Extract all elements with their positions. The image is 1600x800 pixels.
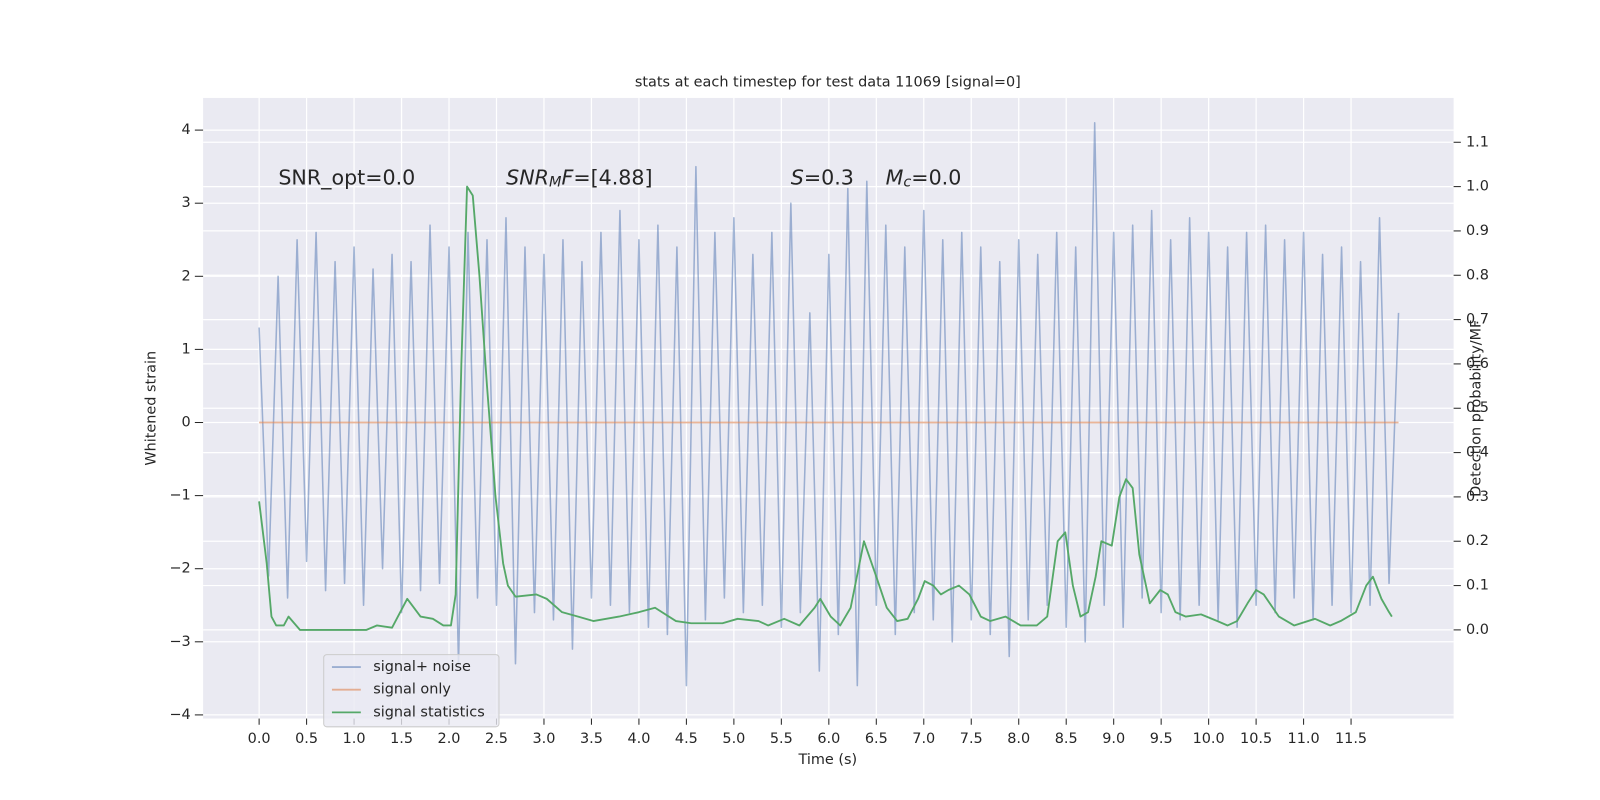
annotation-part: =0.3	[804, 165, 854, 189]
annotation: SNR_opt=0.0	[278, 165, 415, 190]
annotation-part: SNR	[506, 165, 549, 189]
annotation-part: F	[561, 165, 574, 189]
y2-tick-label: 0.2	[1466, 533, 1489, 549]
marks	[258, 122, 1400, 687]
x-tick-label: 0.5	[295, 731, 318, 747]
y2-tick-label: 1.0	[1466, 179, 1489, 195]
x-tick-label: 9.5	[1150, 731, 1173, 747]
annotation-part: M	[549, 175, 562, 191]
x-tick-label: 1.5	[390, 731, 413, 747]
x-tick-label: 8.5	[1055, 731, 1078, 747]
labels: 0.0 0.5 1.0 1.5 2.0 2.5 3.0 3.5 4.0 4.5 5.0 5.5 6.0 6…	[169, 122, 1488, 747]
x-tick-label: 8.0	[1007, 731, 1030, 747]
y2-tick-label: 1.1	[1466, 134, 1489, 150]
x-tick-label: 4.5	[675, 731, 698, 747]
legend-label: signal+ noise	[373, 659, 471, 675]
y-tick-label: 3	[182, 195, 191, 211]
annotation: Mc=0.0	[886, 165, 962, 190]
legend-box	[323, 654, 500, 728]
y-tick-label: −3	[169, 634, 190, 650]
x-tick-label: 6.5	[865, 731, 888, 747]
x-tick-label: 1.0	[343, 731, 366, 747]
annotation-part: =[4.88]	[573, 165, 652, 189]
chart-title: stats at each timestep for test data 110…	[635, 74, 1021, 90]
y2-axis-label: Detection probability/MF	[1468, 320, 1484, 497]
annotation: S=0.3	[791, 165, 854, 189]
x-tick-label: 0.0	[248, 731, 271, 747]
y2-tick-label: 0.1	[1466, 578, 1489, 594]
y2-tick-label: 0.0	[1466, 622, 1489, 638]
series-line	[258, 185, 1393, 631]
x-tick-label: 5.0	[722, 731, 745, 747]
y2-tick-label: 0.7	[1466, 312, 1489, 328]
annotation: SNRMF=[4.88]	[506, 165, 652, 190]
annotation-part: =0.0	[911, 165, 961, 189]
x-tick-label: 11.0	[1288, 731, 1320, 747]
y-tick-label: 0	[182, 415, 191, 431]
y-tick-label: 4	[182, 122, 191, 138]
y2-tick-label: 0.6	[1466, 356, 1489, 372]
y2-tick-label: 0.4	[1466, 445, 1489, 461]
x-tick-label: 6.0	[817, 731, 840, 747]
y2-tick-label: 0.5	[1466, 400, 1489, 416]
legend-label: signal only	[373, 682, 451, 698]
x-tick-label: 5.5	[770, 731, 793, 747]
y-tick-label: −1	[169, 488, 190, 504]
x-tick-label: 2.0	[438, 731, 461, 747]
y2-tick-label: 0.9	[1466, 223, 1489, 239]
annotation-part: S	[791, 165, 804, 189]
y2-tick-label: 0.8	[1466, 267, 1489, 283]
x-tick-label: 3.0	[533, 731, 556, 747]
x-tick-label: 7.0	[912, 731, 935, 747]
annotation-part: M	[886, 165, 904, 189]
x-tick-label: 3.5	[580, 731, 603, 747]
x-axis-label: Time (s)	[798, 752, 858, 768]
annotation-part: SNR_opt=0.0	[278, 165, 415, 190]
y-tick-label: 1	[182, 341, 191, 357]
y2-tick-label: 0.3	[1466, 489, 1489, 505]
y-tick-label: 2	[182, 268, 191, 284]
x-tick-label: 10.0	[1193, 731, 1225, 747]
y-tick-label: −2	[169, 561, 190, 577]
x-tick-label: 7.5	[960, 731, 983, 747]
x-tick-label: 10.5	[1240, 731, 1272, 747]
x-tick-label: 11.5	[1335, 731, 1367, 747]
y-tick-label: −4	[169, 707, 190, 723]
x-tick-label: 2.5	[485, 731, 508, 747]
x-tick-label: 4.0	[627, 731, 650, 747]
x-tick-label: 9.0	[1102, 731, 1125, 747]
annotation-part: c	[903, 175, 911, 191]
y-axis-label: Whitened strain	[144, 351, 160, 466]
legend-label: signal statistics	[373, 704, 485, 720]
series-line	[258, 122, 1400, 687]
